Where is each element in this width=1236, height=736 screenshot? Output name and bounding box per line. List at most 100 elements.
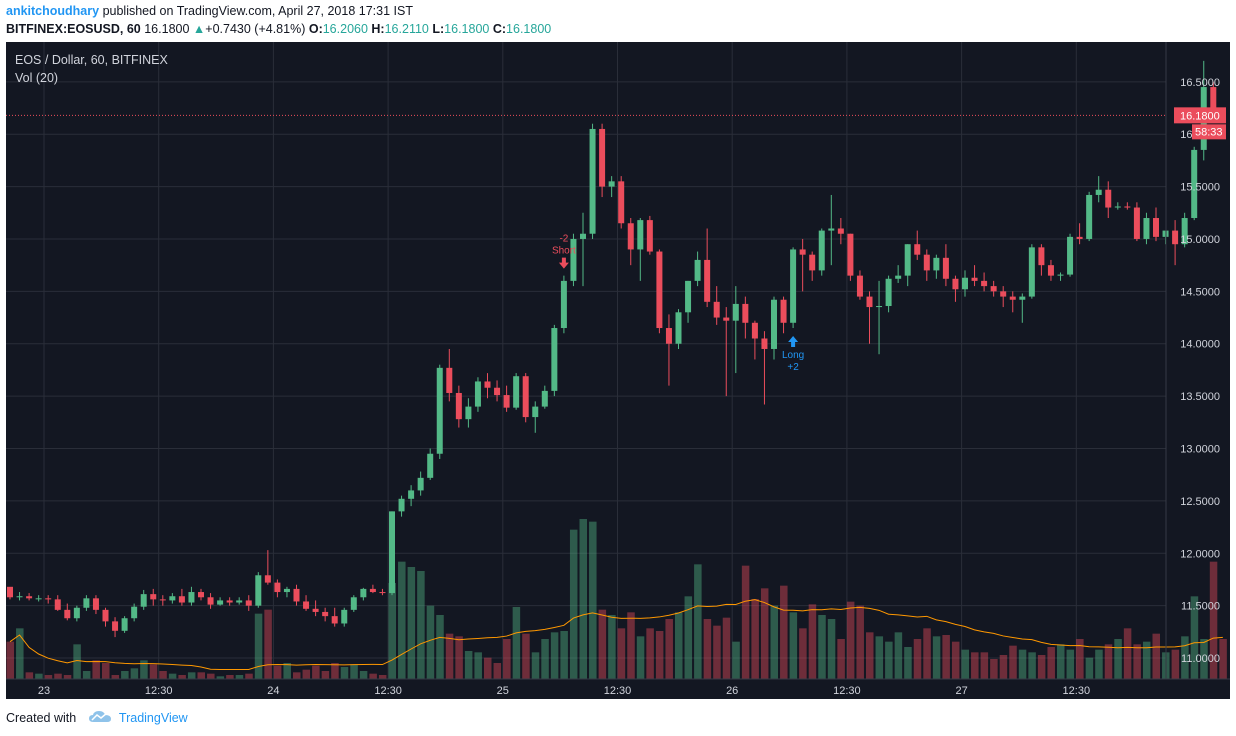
volume-bar — [751, 599, 759, 679]
candle-body — [140, 594, 147, 607]
volume-bar — [646, 628, 654, 679]
volume-bar — [990, 659, 998, 679]
volume-bar — [932, 636, 941, 679]
volume-bar — [856, 605, 864, 679]
volume-bar — [293, 672, 301, 679]
volume-bar — [407, 567, 416, 679]
volume-bar — [197, 672, 205, 679]
candle-body — [847, 233, 854, 276]
candle-body — [532, 406, 539, 418]
candle-body — [331, 616, 338, 624]
volume-bar — [455, 636, 463, 679]
last-price: 16.1800 — [144, 22, 190, 36]
price-tick-label: 11.0000 — [1181, 653, 1220, 665]
candle-body — [303, 601, 310, 609]
volume-bar — [369, 673, 377, 679]
candle-body — [26, 596, 33, 599]
price-tick-label: 12.0000 — [1180, 548, 1220, 560]
candle-body — [1028, 247, 1035, 297]
candle-body — [150, 594, 157, 600]
volume-bar — [1219, 639, 1227, 679]
volume-bar — [770, 605, 778, 679]
volume-bar — [1104, 644, 1113, 679]
candle-body — [350, 597, 357, 610]
candle-body — [236, 600, 243, 603]
price-tick-label: 11.5000 — [1181, 601, 1220, 613]
volume-bar — [627, 612, 635, 679]
candle-body — [64, 609, 71, 619]
candle-body — [618, 181, 625, 224]
candle-body — [799, 249, 806, 255]
candle-body — [226, 600, 233, 603]
candle-body — [188, 592, 195, 603]
volume-bar — [569, 529, 578, 679]
candle-body — [1000, 291, 1007, 297]
candle-body — [35, 598, 42, 600]
candle-body — [885, 278, 892, 307]
candle-body — [121, 618, 128, 631]
volume-bar — [885, 641, 893, 679]
volume-bar — [1152, 633, 1160, 679]
candle-body — [484, 381, 491, 388]
candle-body — [866, 296, 873, 308]
author-link[interactable]: ankitchoudhary — [6, 4, 100, 18]
candle-body — [637, 220, 644, 250]
volume-bar — [273, 665, 282, 679]
candle-body — [1191, 149, 1198, 219]
candle-body — [732, 303, 739, 321]
volume-bar — [904, 647, 912, 679]
volume-bar — [168, 673, 177, 679]
volume-bar — [1181, 636, 1189, 679]
candle-body — [933, 257, 940, 271]
volume-bar — [207, 673, 215, 679]
volume-bar — [713, 625, 721, 679]
tradingview-cloud-icon — [88, 710, 112, 727]
volume-bar — [837, 639, 845, 679]
volume-bar — [818, 615, 826, 679]
short-signal-count: -2 — [559, 234, 568, 245]
volume-bar — [178, 675, 186, 679]
volume-bar — [417, 571, 425, 679]
open-value: 16.2060 — [322, 22, 368, 36]
time-axis[interactable]: 23 12:30 24 12:30 25 12:30 26 12:30 27 12:30 — [38, 685, 1090, 697]
volume-bar — [875, 636, 884, 679]
candle-body — [713, 301, 720, 318]
candle-body — [198, 592, 204, 598]
candle-body — [962, 277, 968, 290]
close-label: C: — [492, 22, 507, 36]
candle-body — [1133, 207, 1140, 239]
volume-bar — [780, 585, 788, 679]
volume-bar — [655, 631, 664, 679]
long-signal-label: Long — [782, 350, 804, 361]
volume-bar — [1018, 649, 1027, 679]
candle-body — [92, 598, 99, 610]
candle-body — [580, 233, 586, 239]
candle-body — [312, 608, 319, 612]
volume-bar — [254, 613, 263, 679]
candle-body — [1114, 206, 1121, 208]
price-tick-label: 12.5000 — [1180, 496, 1220, 508]
volume-bar — [187, 672, 196, 679]
candle-body — [723, 317, 730, 321]
tradingview-link[interactable]: TradingView — [118, 710, 188, 725]
volume-bar — [760, 588, 769, 679]
volume-bar — [140, 660, 148, 679]
volume-bar — [722, 617, 731, 679]
candles — [7, 60, 1226, 638]
time-tick-label: 12:30 — [604, 685, 632, 697]
volume-bar — [6, 641, 14, 679]
candle-body — [245, 600, 252, 606]
candle-body — [446, 367, 453, 393]
volume-bar — [359, 671, 368, 679]
price-tick-label: 13.5000 — [1180, 391, 1220, 403]
candle-body — [83, 598, 90, 608]
candle-body — [856, 275, 863, 297]
volume-bar — [73, 644, 81, 679]
candle-body — [522, 376, 529, 418]
volume-bar — [598, 609, 607, 679]
candle-body — [112, 621, 119, 631]
candle-body — [513, 376, 520, 408]
volume-bar — [579, 519, 587, 679]
